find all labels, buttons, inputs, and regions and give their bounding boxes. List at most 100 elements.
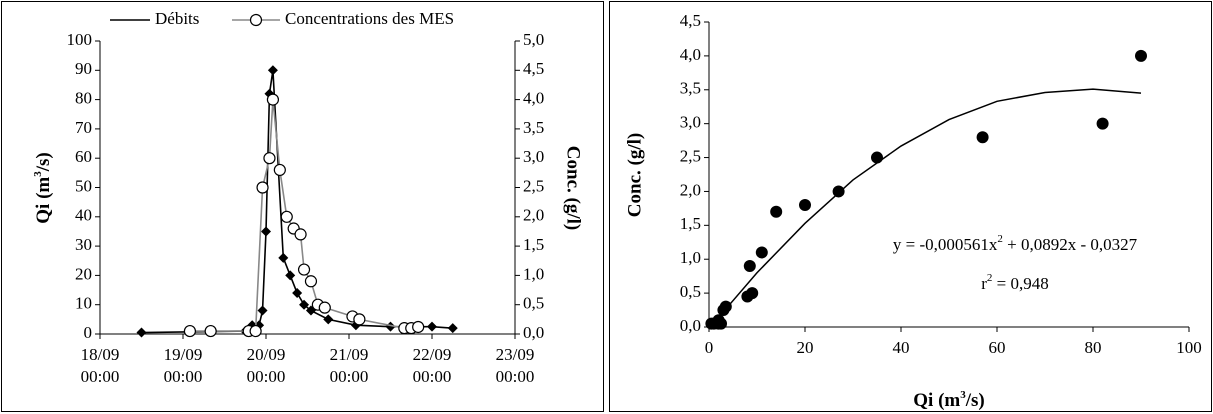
y2-tick-label: 1,5 [523, 235, 544, 254]
circle-marker [353, 313, 366, 326]
y-tick-label: 60 [75, 147, 92, 166]
x-tick-label: 22/09 00:00 [413, 345, 452, 386]
x-tick-label: 80 [1085, 338, 1102, 357]
circle-marker [297, 263, 311, 276]
x-tick-label: 60 [989, 338, 1006, 357]
circle-marker [263, 152, 276, 165]
y-tick-label: 0,0 [680, 316, 701, 335]
diamond-marker [278, 252, 289, 263]
x-tick-line: 20/09 [247, 345, 286, 364]
y2-tick-label: 4,5 [523, 59, 544, 78]
y2-tick-label: 2,5 [523, 176, 544, 195]
y2-tick-label: 0,5 [523, 294, 544, 313]
eq-part: y = -0,000561x [893, 235, 998, 254]
label-part: Qi (m [913, 390, 960, 411]
eq-sup: 2 [997, 233, 1003, 245]
x-tick-line: 00:00 [247, 367, 286, 386]
y-tick-label: 30 [75, 235, 92, 254]
x-axis-title: Qi (m3/s) [913, 389, 984, 412]
scatter-point [743, 260, 756, 272]
y-tick-label: 0,5 [680, 282, 701, 301]
scatter-point [799, 199, 811, 211]
diamond-marker [447, 323, 458, 334]
y2-tick-label: 2,0 [523, 206, 544, 225]
diamond-marker [285, 270, 296, 281]
y-tick-label: 1,0 [680, 248, 701, 267]
label-part: /s) [965, 390, 985, 411]
x-tick-label: 21/09 00:00 [330, 345, 369, 386]
scatter-point [719, 300, 732, 313]
y2-tick-label: 3,5 [523, 118, 544, 137]
x-tick-label: 20/09 00:00 [247, 345, 286, 386]
scatter-point [976, 131, 989, 144]
legend-marker [249, 13, 263, 27]
x-tick-label: 19/09 00:00 [164, 345, 203, 386]
eq-part: + 0,0892x - 0,0327 [1003, 235, 1138, 254]
scatter-point [712, 314, 725, 327]
trendline [713, 88, 1142, 324]
y-tick-label: 2,0 [680, 180, 701, 199]
y-tick-label: 3,0 [680, 113, 701, 132]
y-tick-label: 90 [75, 59, 92, 78]
x-tick-line: 00:00 [81, 367, 120, 386]
y-axis-title: Conc. (g/l) [624, 133, 645, 217]
scatter-point [755, 246, 768, 259]
circle-marker [256, 181, 269, 194]
r-squared: r2 = 0,948 [981, 272, 1049, 293]
y2-tick-label: 3,0 [523, 147, 544, 166]
y-tick-label: 3,5 [680, 79, 701, 98]
r2-part: = 0,948 [992, 274, 1048, 293]
series-line [189, 99, 419, 332]
x-tick-line: 00:00 [496, 367, 535, 386]
r2-part: r [981, 274, 987, 293]
x-tick-line: 23/09 [496, 345, 535, 364]
scatter-point [1096, 117, 1109, 130]
x-tick-line: 18/09 [81, 345, 120, 364]
r2-sup: 2 [987, 272, 993, 284]
circle-marker [304, 275, 318, 288]
scatter-point [871, 151, 883, 164]
diamond-marker [136, 327, 147, 338]
legend-label: Débits [155, 9, 199, 28]
circle-marker [273, 163, 286, 177]
x-tick-label: 20 [797, 338, 814, 357]
diamond-marker [323, 314, 334, 325]
circle-marker [183, 324, 197, 338]
y-tick-label: 4,0 [680, 45, 701, 64]
y2-tick-label: 5,0 [523, 30, 544, 49]
diamond-marker [257, 305, 268, 316]
label-sup: 3 [960, 389, 966, 401]
x-tick-line: 22/09 [413, 345, 452, 364]
y2-axis-title: Conc. (g/l) [563, 146, 584, 230]
y-tick-label: 1,5 [680, 214, 701, 233]
circle-marker [204, 324, 217, 338]
x-tick-label: 40 [893, 338, 910, 357]
x-tick-label: 0 [705, 338, 714, 357]
y-tick-label: 10 [75, 294, 92, 313]
y-tick-label: 2,5 [680, 146, 701, 165]
y-tick-label: 100 [67, 30, 93, 49]
x-tick-label: 18/09 00:00 [81, 345, 120, 386]
x-tick-line: 19/09 [164, 345, 203, 364]
label-part: Qi (m [33, 177, 54, 224]
scatter-point [770, 205, 783, 218]
circle-marker [266, 93, 280, 106]
circle-marker [249, 324, 262, 338]
x-tick-line: 00:00 [164, 367, 203, 386]
scatter-point [832, 185, 845, 198]
y-tick-label: 40 [75, 206, 92, 225]
diamond-marker [267, 65, 278, 76]
x-tick-line: 00:00 [413, 367, 452, 386]
diamond-marker [299, 299, 310, 310]
y-tick-label: 4,5 [680, 11, 701, 30]
y-tick-label: 0 [84, 323, 93, 342]
circle-marker [318, 301, 331, 314]
label-part: /s) [33, 152, 54, 172]
y-tick-label: 20 [75, 264, 92, 283]
x-tick-label: 100 [1176, 338, 1202, 357]
x-tick-label: 23/09 00:00 [496, 345, 535, 386]
y2-tick-label: 0,0 [523, 323, 544, 342]
diamond-marker [427, 321, 437, 332]
x-tick-line: 00:00 [330, 367, 369, 386]
